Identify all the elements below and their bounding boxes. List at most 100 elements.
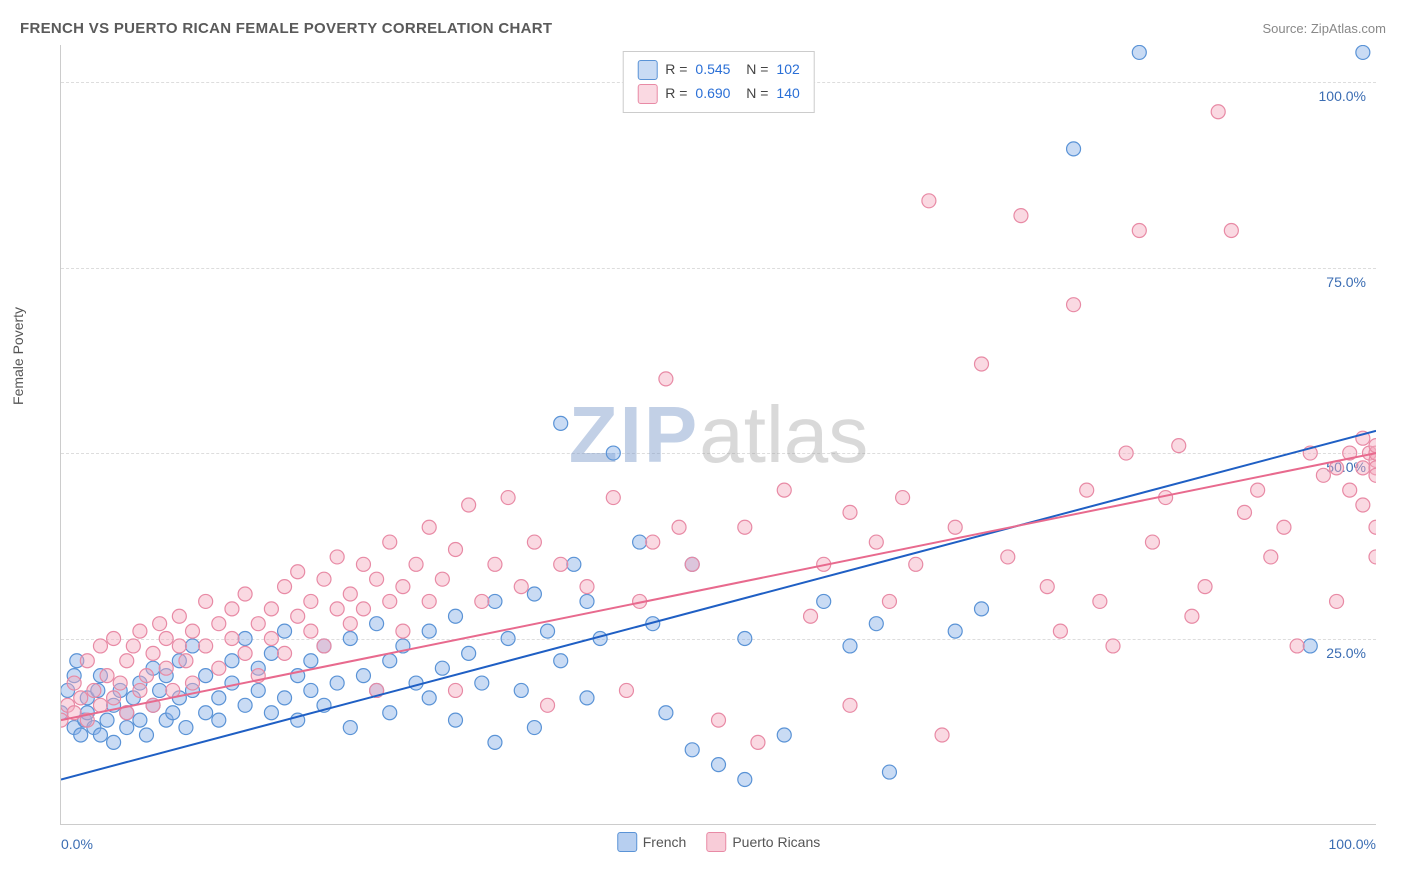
data-point <box>462 646 476 660</box>
data-point <box>475 594 489 608</box>
data-point <box>153 617 167 631</box>
data-point <box>738 632 752 646</box>
data-point <box>843 639 857 653</box>
data-point <box>554 557 568 571</box>
data-point <box>843 505 857 519</box>
data-point <box>304 624 318 638</box>
data-point <box>422 691 436 705</box>
data-point <box>212 661 226 675</box>
data-point <box>251 617 265 631</box>
data-point <box>159 632 173 646</box>
data-point <box>396 580 410 594</box>
data-point <box>554 416 568 430</box>
plot-area: R = 0.545 N = 102 R = 0.690 N = 140 ZIPa… <box>60 45 1376 825</box>
legend-swatch-french <box>637 60 657 80</box>
data-point <box>712 758 726 772</box>
chart-title: FRENCH VS PUERTO RICAN FEMALE POVERTY CO… <box>20 20 552 37</box>
data-point <box>317 639 331 653</box>
data-point <box>80 654 94 668</box>
data-point <box>1356 45 1370 59</box>
data-point <box>238 587 252 601</box>
data-point <box>304 683 318 697</box>
data-point <box>462 498 476 512</box>
data-point <box>580 691 594 705</box>
data-point <box>738 520 752 534</box>
data-point <box>238 632 252 646</box>
data-point <box>291 609 305 623</box>
data-point <box>304 654 318 668</box>
data-point <box>1145 535 1159 549</box>
data-point <box>304 594 318 608</box>
data-point <box>278 580 292 594</box>
data-point <box>396 624 410 638</box>
data-point <box>422 624 436 638</box>
data-point <box>179 654 193 668</box>
data-point <box>343 721 357 735</box>
data-point <box>527 535 541 549</box>
data-point <box>199 669 213 683</box>
data-point <box>107 691 121 705</box>
data-point <box>212 617 226 631</box>
data-point <box>133 624 147 638</box>
chart-container: FRENCH VS PUERTO RICAN FEMALE POVERTY CO… <box>20 20 1386 872</box>
data-point <box>869 535 883 549</box>
data-point <box>139 669 153 683</box>
data-point <box>120 721 134 735</box>
data-point <box>475 676 489 690</box>
data-point <box>186 676 200 690</box>
data-point <box>356 669 370 683</box>
data-point <box>685 557 699 571</box>
data-point <box>948 520 962 534</box>
data-point <box>238 646 252 660</box>
xtick-min: 0.0% <box>61 836 93 852</box>
data-point <box>74 691 88 705</box>
legend-bottom-label-french: French <box>643 834 687 850</box>
legend-bottom-label-pr: Puerto Ricans <box>732 834 820 850</box>
data-point <box>238 698 252 712</box>
data-point <box>1277 520 1291 534</box>
data-point <box>199 706 213 720</box>
data-point <box>67 676 81 690</box>
data-point <box>422 520 436 534</box>
data-point <box>199 594 213 608</box>
data-point <box>278 691 292 705</box>
legend-r-label: R = <box>665 82 687 106</box>
data-point <box>330 676 344 690</box>
source-link[interactable]: ZipAtlas.com <box>1311 21 1386 36</box>
data-point <box>100 713 114 727</box>
data-point <box>1119 446 1133 460</box>
data-point <box>153 683 167 697</box>
data-point <box>501 491 515 505</box>
data-point <box>383 654 397 668</box>
data-point <box>159 661 173 675</box>
source-attribution: Source: ZipAtlas.com <box>1262 21 1386 36</box>
data-point <box>1053 624 1067 638</box>
data-point <box>488 557 502 571</box>
data-point <box>107 632 121 646</box>
data-point <box>126 639 140 653</box>
data-point <box>567 557 581 571</box>
data-point <box>633 535 647 549</box>
data-point <box>1067 298 1081 312</box>
data-point <box>1343 483 1357 497</box>
data-point <box>935 728 949 742</box>
data-point <box>383 535 397 549</box>
data-point <box>659 372 673 386</box>
legend-n-value-pr: 140 <box>776 82 799 106</box>
data-point <box>1132 223 1146 237</box>
legend-r-label: R = <box>665 58 687 82</box>
data-point <box>488 735 502 749</box>
data-point <box>527 587 541 601</box>
data-point <box>1014 209 1028 223</box>
data-point <box>1224 223 1238 237</box>
data-point <box>225 602 239 616</box>
legend-n-value-french: 102 <box>776 58 799 82</box>
legend-bottom-pr: Puerto Ricans <box>706 832 820 852</box>
data-point <box>278 624 292 638</box>
legend-r-value-french: 0.545 <box>695 58 730 82</box>
legend-n-label: N = <box>738 82 768 106</box>
data-point <box>172 609 186 623</box>
scatter-svg <box>61 45 1376 824</box>
data-point <box>1356 461 1370 475</box>
data-point <box>751 735 765 749</box>
